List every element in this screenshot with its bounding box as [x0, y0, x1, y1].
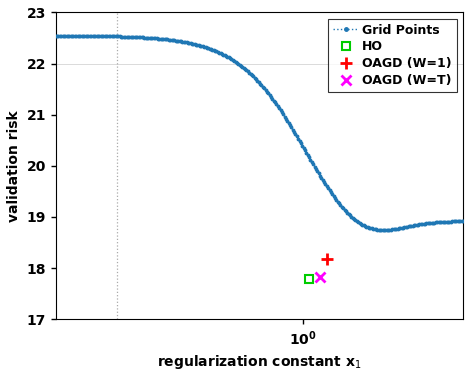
Y-axis label: validation risk: validation risk: [7, 110, 21, 222]
X-axis label: regularization constant x$_1$: regularization constant x$_1$: [157, 353, 361, 371]
Legend: Grid Points, HO, OAGD (W=1), OAGD (W=T): Grid Points, HO, OAGD (W=1), OAGD (W=T): [329, 19, 457, 92]
